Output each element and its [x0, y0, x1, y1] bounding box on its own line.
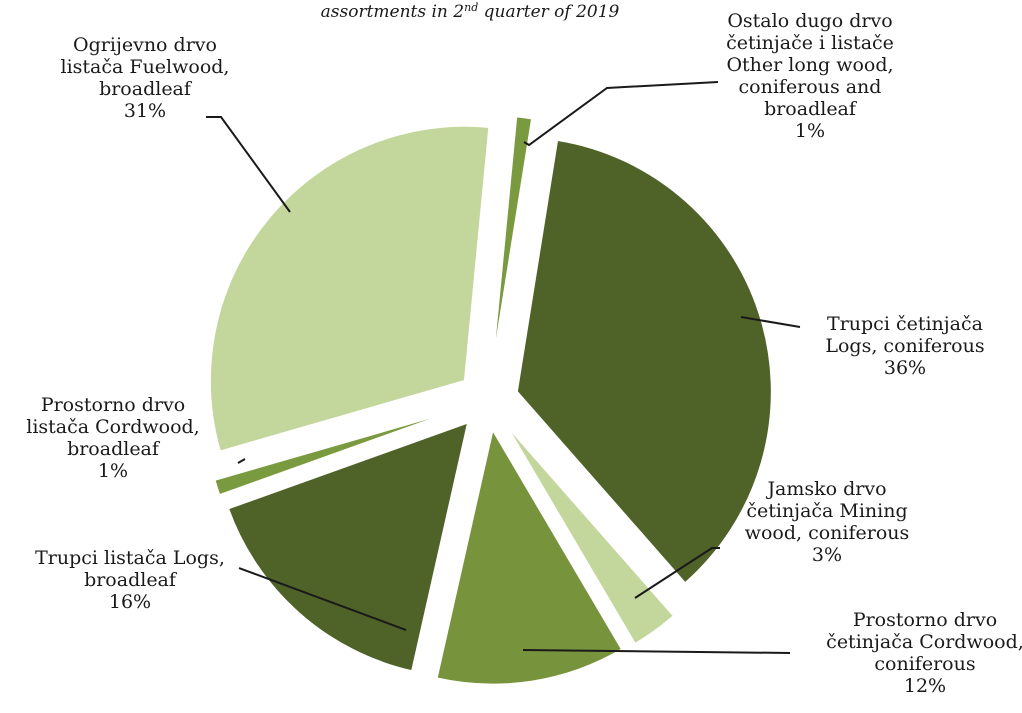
pie-slice — [213, 408, 460, 497]
leader-line — [238, 567, 407, 631]
slice-label-line: Logs, coniferous — [825, 335, 984, 357]
slice-label-line: broadleaf — [84, 569, 178, 591]
chart-title: assortments in 2nd quarter of 2019 — [321, 1, 620, 22]
leader-lines — [206, 81, 801, 654]
slice-percent-label: 12% — [904, 675, 946, 697]
pie-slice — [490, 115, 534, 371]
slice-label-line: listača Fuelwood, — [61, 56, 230, 78]
pie-slices — [208, 115, 773, 686]
slice-label-line: Ostalo dugo drvo — [727, 10, 892, 32]
slice-label-line: četinjače i listače — [726, 32, 894, 54]
slice-label-line: Trupci četinjača — [827, 313, 983, 335]
slice-label: Trupci listača Logs, broadleaf 16% — [35, 547, 225, 613]
slice-label-line: coniferous — [874, 653, 975, 675]
leader-line — [523, 81, 719, 147]
slice-label-line: Trupci listača Logs, — [35, 547, 225, 569]
slice-label: Ogrijevno drvo listača Fuelwood, broadleaf… — [61, 34, 230, 122]
slice-label-line: broadleaf — [764, 98, 858, 120]
slice-label-line: broadleaf — [67, 438, 161, 460]
slice-label-line: wood, coniferous — [745, 522, 910, 544]
chart-title-after: quarter of 2019 — [478, 2, 619, 22]
slice-percent-label: 36% — [884, 357, 926, 379]
slice-percent-label: 31% — [124, 100, 166, 122]
slice-label-line: Ogrijevno drvo — [73, 34, 217, 56]
slice-percent-label: 1% — [98, 460, 128, 482]
slice-label-line: broadleaf — [99, 78, 193, 100]
slice-percent-label: 1% — [795, 120, 825, 142]
slice-percent-label: 16% — [109, 591, 151, 613]
pie-slice — [435, 426, 624, 686]
leader-line — [740, 316, 801, 328]
slice-label-line: Other long wood, — [726, 54, 893, 76]
leader-line — [634, 547, 720, 599]
pie-slice — [208, 124, 491, 453]
slice-label-line: četinjača Mining — [746, 500, 907, 522]
pie-slice — [504, 423, 676, 646]
slice-label: Ostalo dugo drvo četinjače i listače Other… — [726, 10, 894, 142]
slice-labels: Ostalo dugo drvo četinjače i listače Other… — [26, 10, 1022, 697]
slice-label: Jamsko drvo četinjača Mining wood, conifer… — [745, 478, 910, 566]
chart-title-before: assortments in 2 — [321, 2, 464, 22]
leader-line — [237, 458, 246, 464]
slice-label: Prostorno drvo četinjača Cordwood, conifer… — [826, 609, 1022, 697]
slice-label-line: listača Cordwood, — [26, 416, 199, 438]
leader-line — [522, 649, 791, 654]
chart-title-superscript: nd — [464, 1, 478, 14]
slice-label: Trupci četinjača Logs, coniferous 36% — [825, 313, 984, 379]
slice-label-line: četinjača Cordwood, — [826, 631, 1022, 653]
leader-line — [206, 116, 291, 213]
slice-label-line: Jamsko drvo — [765, 478, 886, 500]
slice-label-line: Prostorno drvo — [41, 394, 185, 416]
slice-label-line: coniferous and — [739, 76, 882, 98]
slice-percent-label: 3% — [812, 544, 842, 566]
slice-label-line: Prostorno drvo — [853, 609, 997, 631]
pie-slice — [515, 138, 773, 585]
pie-slice — [226, 420, 470, 673]
slice-label: Prostorno drvo listača Cordwood, broadleaf… — [26, 394, 199, 482]
